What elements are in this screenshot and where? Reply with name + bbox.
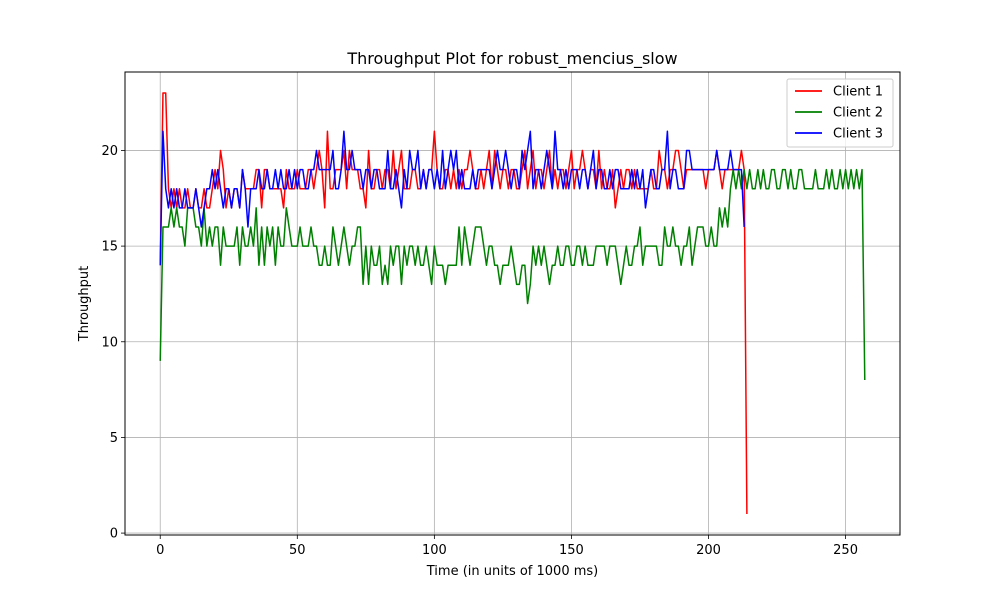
x-tick-label: 100 <box>422 543 447 558</box>
series-line-client-1 <box>159 92 748 514</box>
legend: Client 1 Client 2 Client 3 <box>786 78 894 148</box>
y-tick-label: 15 <box>101 240 118 255</box>
legend-label-client-1: Client 1 <box>833 85 883 100</box>
plot-frame <box>124 71 901 536</box>
x-tick-label: 200 <box>696 543 721 558</box>
legend-box <box>786 78 894 148</box>
y-tick-label: 5 <box>110 431 118 446</box>
legend-label-client-2: Client 2 <box>833 106 883 121</box>
x-tick-label: 150 <box>559 543 584 558</box>
series-line-client-2 <box>159 168 866 381</box>
y-axis-ticks: 0 5 10 15 20 <box>101 144 125 542</box>
x-tick-label: 250 <box>833 543 858 558</box>
y-tick-label: 0 <box>110 527 118 542</box>
x-tick-label: 0 <box>156 543 164 558</box>
x-axis-ticks: 0 50 100 150 200 250 <box>156 535 858 558</box>
y-axis-label: Throughput <box>77 266 92 343</box>
series-lines <box>159 92 866 514</box>
series-line-client-3 <box>159 130 745 266</box>
y-tick-label: 20 <box>101 144 118 159</box>
chart-title: Throughput Plot for robust_mencius_slow <box>346 49 677 69</box>
grid-lines <box>125 72 900 535</box>
x-tick-label: 50 <box>289 543 306 558</box>
legend-label-client-3: Client 3 <box>833 127 883 142</box>
y-tick-label: 10 <box>101 335 118 350</box>
x-axis-label: Time (in units of 1000 ms) <box>426 564 598 579</box>
